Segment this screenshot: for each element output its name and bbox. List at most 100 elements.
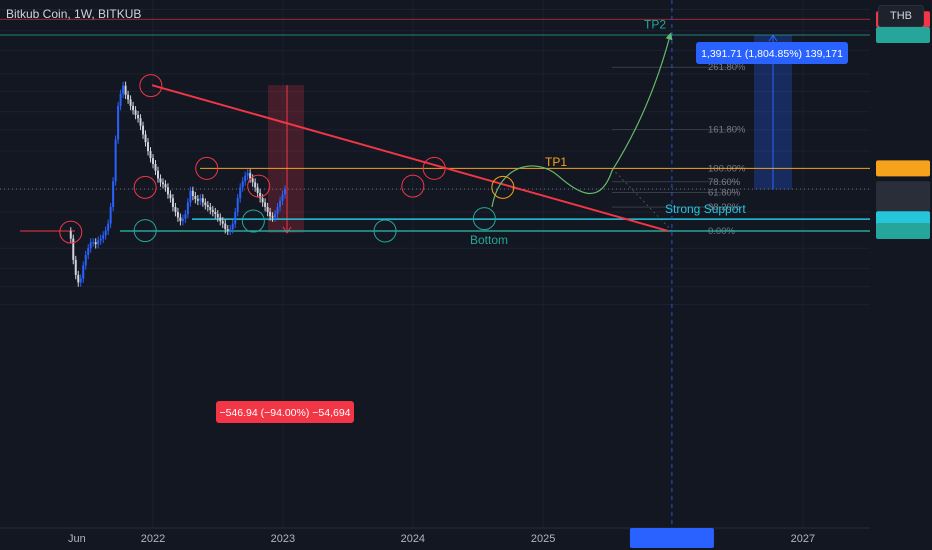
candle-body <box>194 195 197 200</box>
y-axis[interactable] <box>870 0 932 528</box>
candle-body <box>231 223 234 230</box>
pivot-circle <box>195 156 219 180</box>
long-measure-badge <box>696 42 848 64</box>
fib-level-label: 78.60% <box>708 177 741 188</box>
candle-body <box>269 211 272 217</box>
candle-body <box>117 105 120 140</box>
candle-body <box>154 164 157 171</box>
candle-body <box>74 259 77 275</box>
tp1-label: TP1 <box>545 155 567 169</box>
candle-body <box>137 114 140 119</box>
candle-body <box>284 189 287 195</box>
pivot-circle <box>491 175 515 199</box>
chart-title: Bitkub Coin, 1W, BITKUB <box>6 7 142 21</box>
candle-body <box>276 206 279 215</box>
candle-body <box>251 178 254 183</box>
short-measure-badge <box>216 401 354 423</box>
candle-body <box>99 238 102 241</box>
candle-body <box>159 178 162 183</box>
candle-body <box>127 94 130 100</box>
fib-level-label: 100.00% <box>708 163 746 174</box>
candle-body <box>264 202 267 207</box>
candle-body <box>219 217 222 222</box>
x-tick-label: 2027 <box>791 533 815 545</box>
candle-body <box>181 218 184 222</box>
candle-body <box>216 214 219 218</box>
last-price-badge <box>876 181 930 212</box>
candle-body <box>214 211 217 215</box>
candle-body <box>224 223 227 230</box>
candle-body <box>176 211 179 218</box>
candle-body <box>89 242 92 249</box>
candle-body <box>239 187 242 199</box>
candle-body <box>196 199 199 201</box>
fib-level-label: 261.80% <box>708 62 746 73</box>
candle-body <box>199 198 202 201</box>
pivot-circle <box>247 174 271 198</box>
pivot-circle <box>133 219 157 243</box>
candle-body <box>149 151 152 159</box>
price-label-badge <box>876 27 930 44</box>
candle-body <box>174 206 177 212</box>
horizontal-levels <box>0 0 870 528</box>
candle-body <box>244 175 247 182</box>
candle-body <box>254 182 257 188</box>
candle-body <box>211 209 214 212</box>
candle-body <box>221 221 224 224</box>
candle-body <box>256 187 259 193</box>
candle-body <box>206 205 209 207</box>
price-label-badge <box>876 160 930 177</box>
descending-resistance-line <box>151 84 669 232</box>
candle-body <box>107 223 110 231</box>
candle-body <box>147 142 150 152</box>
candle-body <box>259 192 262 199</box>
x-tick-label: Jun <box>68 533 86 545</box>
short-measure-box <box>268 85 304 233</box>
pivot-circle <box>422 156 446 180</box>
candle-body <box>209 206 212 210</box>
candle-body <box>184 214 187 219</box>
candle-body <box>161 182 164 185</box>
pivot-circle <box>401 174 425 198</box>
candle-body <box>191 190 194 196</box>
candle-body <box>266 206 269 212</box>
x-axis[interactable] <box>0 527 870 548</box>
x-tick-label: 2024 <box>401 533 425 545</box>
currency-button[interactable]: THB <box>878 5 924 27</box>
candle-body <box>142 125 145 135</box>
candle-body <box>94 242 97 245</box>
bottom-label: Bottom <box>470 233 508 247</box>
candle-body <box>186 202 189 215</box>
strong-support-label: Strong Support <box>665 202 746 216</box>
candle-body <box>229 229 232 231</box>
candle-body <box>79 278 82 283</box>
candle-body <box>122 85 125 94</box>
x-tick-label: 2025 <box>531 533 555 545</box>
candle-body <box>234 211 237 224</box>
candle-body <box>139 118 142 126</box>
candle-body <box>69 231 72 239</box>
candle-body <box>171 198 174 207</box>
candle-body <box>77 274 80 283</box>
candle-body <box>164 184 167 188</box>
candle-body <box>124 85 127 95</box>
candle-body <box>129 99 132 106</box>
short-measure-text: −546.94 (−94.00%) −54,694 <box>219 407 350 419</box>
crosshair-date-badge <box>629 528 714 548</box>
pivot-circle <box>241 209 265 233</box>
candle-body <box>271 216 274 218</box>
pivot-circle <box>472 207 496 231</box>
projection-curve <box>491 32 673 208</box>
candle-body <box>226 229 229 231</box>
candle-body <box>82 265 85 279</box>
candle-body <box>169 194 172 199</box>
candle-body <box>114 139 117 182</box>
candle-body <box>152 158 154 165</box>
candle-body <box>144 134 147 143</box>
candle-body <box>87 248 90 255</box>
candle-body <box>204 202 207 206</box>
long-measure-text: 1,391.71 (1,804.85%) 139,171 <box>701 48 843 60</box>
candle-body <box>119 93 122 106</box>
candle-body <box>112 181 115 207</box>
